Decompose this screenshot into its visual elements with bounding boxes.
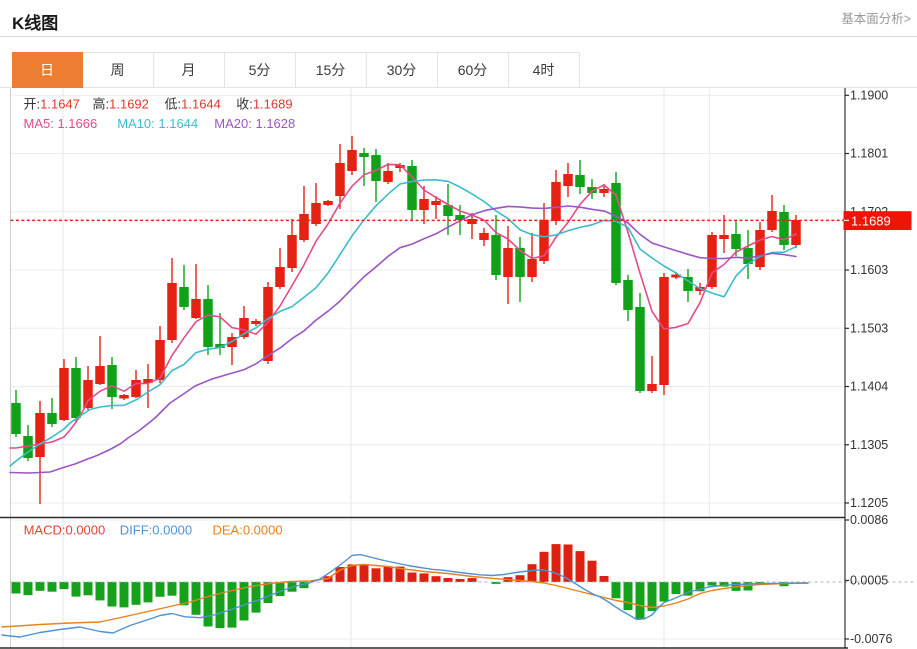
svg-text:1.1689: 1.1689 <box>851 213 891 228</box>
svg-text:1.1404: 1.1404 <box>850 380 888 394</box>
svg-text:1.1503: 1.1503 <box>850 322 888 336</box>
svg-text:1.1801: 1.1801 <box>850 147 888 161</box>
svg-text:0.0086: 0.0086 <box>850 513 888 527</box>
svg-text:-0.0076: -0.0076 <box>850 632 892 646</box>
svg-text:1.1205: 1.1205 <box>850 496 888 510</box>
svg-text:0.0005: 0.0005 <box>850 574 888 588</box>
svg-text:1.1900: 1.1900 <box>850 89 888 103</box>
svg-text:1.1305: 1.1305 <box>850 438 888 452</box>
svg-text:1.1603: 1.1603 <box>850 263 888 277</box>
